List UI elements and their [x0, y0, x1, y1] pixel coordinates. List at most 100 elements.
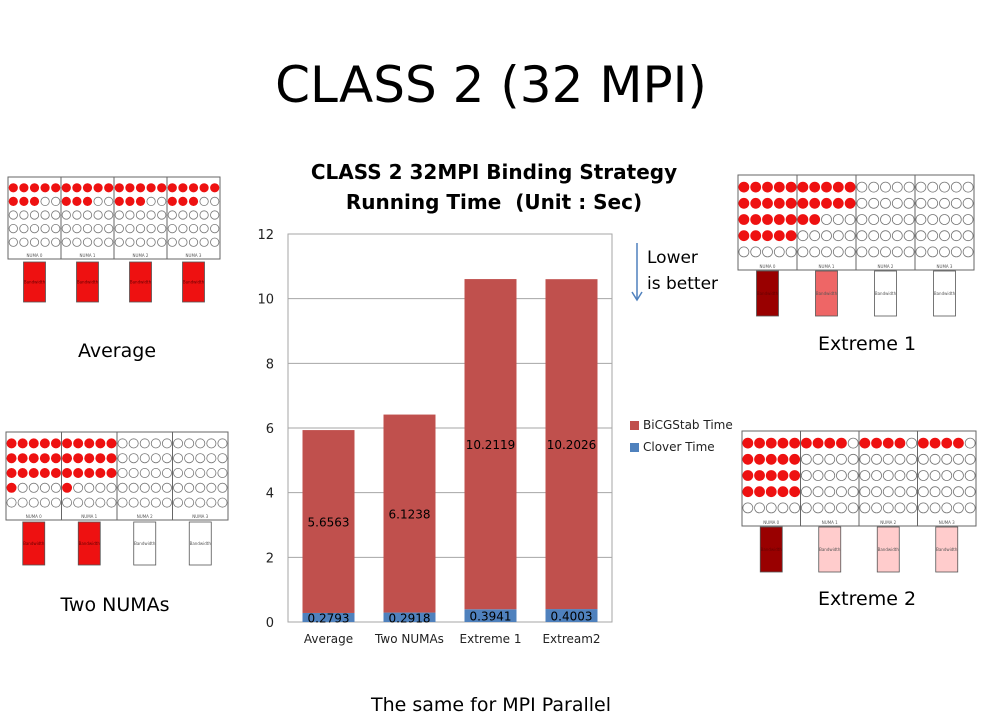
active-core-dot	[765, 453, 777, 465]
active-core-dot	[789, 437, 801, 449]
active-core-dot	[836, 437, 847, 449]
idle-core-dot	[953, 453, 964, 465]
active-core-dot	[106, 453, 117, 464]
idle-core-dot	[903, 197, 915, 209]
idle-core-dot	[157, 223, 167, 234]
idle-core-dot	[789, 502, 801, 514]
note-line1: Lower	[647, 248, 698, 268]
idle-core-dot	[195, 438, 206, 449]
idle-core-dot	[917, 453, 929, 465]
active-core-dot	[73, 453, 84, 464]
active-core-dot	[29, 196, 40, 207]
idle-core-dot	[859, 502, 871, 514]
idle-core-dot	[157, 210, 167, 220]
idle-core-dot	[832, 214, 844, 225]
idle-core-dot	[859, 486, 871, 498]
idle-core-dot	[51, 223, 61, 234]
numa-label: NUMA 0	[27, 253, 43, 258]
idle-core-dot	[199, 237, 209, 247]
y-tick-label: 4	[266, 487, 274, 502]
active-core-dot	[929, 437, 941, 449]
bandwidth-label: Bandwidth	[24, 280, 46, 285]
idle-core-dot	[903, 230, 915, 242]
bar-clover-time	[383, 612, 436, 622]
idle-core-dot	[894, 486, 906, 498]
active-core-dot	[50, 438, 61, 449]
idle-core-dot	[809, 230, 821, 242]
active-core-dot	[773, 181, 785, 193]
active-core-dot	[210, 183, 220, 193]
active-core-dot	[28, 438, 39, 449]
active-core-dot	[742, 453, 754, 465]
idle-core-dot	[6, 497, 17, 508]
idle-core-dot	[139, 482, 150, 493]
idle-core-dot	[964, 470, 976, 481]
active-core-dot	[61, 183, 71, 193]
idle-core-dot	[40, 237, 50, 247]
idle-core-dot	[173, 468, 184, 479]
active-core-dot	[62, 438, 73, 449]
numa-label: NUMA 3	[939, 520, 955, 525]
idle-core-dot	[8, 223, 18, 234]
active-core-dot	[95, 438, 106, 449]
idle-core-dot	[880, 197, 891, 209]
active-core-dot	[50, 453, 61, 464]
idle-core-dot	[824, 486, 836, 498]
active-core-dot	[29, 183, 40, 193]
idle-core-dot	[28, 482, 39, 493]
idle-core-dot	[161, 482, 172, 493]
idle-core-dot	[29, 237, 40, 247]
idle-core-dot	[880, 230, 891, 242]
idle-core-dot	[964, 486, 976, 498]
idle-core-dot	[157, 237, 167, 247]
active-core-dot	[871, 437, 882, 449]
idle-core-dot	[903, 214, 915, 225]
idle-core-dot	[139, 453, 150, 464]
y-tick-label: 12	[257, 228, 274, 243]
idle-core-dot	[856, 246, 868, 258]
idle-core-dot	[161, 453, 172, 464]
active-core-dot	[754, 437, 765, 449]
idle-core-dot	[809, 246, 821, 258]
idle-core-dot	[868, 214, 880, 225]
idle-core-dot	[93, 237, 103, 247]
bar-bicgstab-time	[302, 430, 355, 613]
active-core-dot	[6, 482, 17, 493]
active-core-dot	[95, 468, 106, 479]
bandwidth-bar	[935, 526, 959, 573]
active-core-dot	[188, 183, 199, 193]
idle-core-dot	[184, 438, 195, 449]
idle-core-dot	[178, 237, 188, 247]
idle-core-dot	[217, 497, 228, 508]
idle-core-dot	[217, 468, 228, 479]
active-core-dot	[114, 183, 124, 193]
active-core-dot	[73, 438, 84, 449]
numa-label: NUMA 3	[192, 514, 208, 519]
active-core-dot	[797, 181, 809, 193]
chart-title: CLASS 2 32MPI Binding Strategy Running T…	[290, 157, 698, 217]
idle-core-dot	[72, 223, 82, 234]
idle-core-dot	[939, 181, 950, 193]
numa-label: NUMA 3	[937, 264, 953, 269]
idle-core-dot	[880, 246, 891, 258]
idle-core-dot	[927, 197, 939, 209]
idle-core-dot	[950, 230, 962, 242]
data-label-bicgstab: 6.1238	[389, 508, 431, 522]
idle-core-dot	[150, 482, 161, 493]
active-core-dot	[84, 453, 95, 464]
active-core-dot	[941, 437, 953, 449]
bandwidth-label: Bandwidth	[875, 291, 897, 296]
idle-core-dot	[950, 214, 962, 225]
active-core-dot	[84, 438, 95, 449]
idle-core-dot	[929, 470, 941, 481]
idle-core-dot	[29, 223, 40, 234]
numa-label: NUMA 2	[880, 520, 896, 525]
bandwidth-bar	[815, 270, 838, 317]
idle-core-dot	[765, 502, 777, 514]
idle-core-dot	[51, 237, 61, 247]
active-core-dot	[797, 197, 809, 209]
idle-core-dot	[742, 502, 754, 514]
idle-core-dot	[19, 210, 29, 220]
idle-core-dot	[962, 246, 974, 258]
